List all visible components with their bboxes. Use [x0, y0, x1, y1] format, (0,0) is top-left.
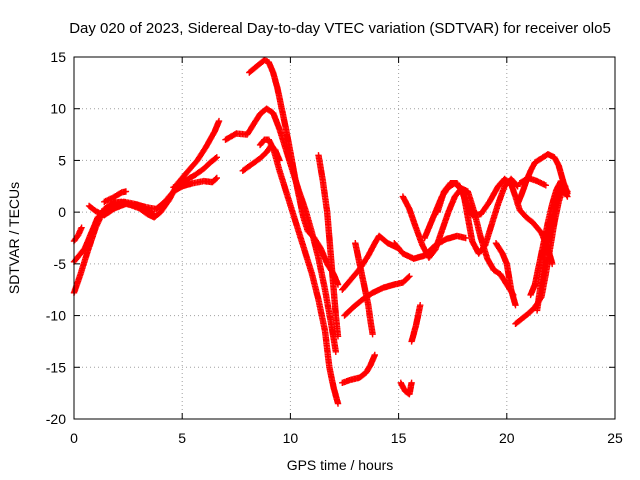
x-tick-label: 10 — [283, 430, 299, 446]
series-arc — [256, 136, 342, 407]
y-tick-label: 5 — [58, 152, 66, 168]
x-axis-label: GPS time / hours — [287, 457, 394, 473]
series-arc — [85, 200, 158, 219]
data-point-markers — [434, 175, 521, 257]
data-point-markers — [516, 174, 549, 189]
y-tick-label: 15 — [50, 49, 66, 65]
data-point-markers — [352, 240, 376, 338]
x-tick-label: 0 — [70, 430, 78, 446]
x-tick-label: 15 — [391, 430, 407, 446]
y-tick-label: -10 — [46, 308, 66, 324]
data-point-markers — [246, 56, 342, 288]
chart-title: Day 020 of 2023, Sidereal Day-to-day VTE… — [69, 20, 611, 37]
series-arc — [434, 175, 521, 257]
series-arc — [70, 224, 85, 245]
data-point-markers — [256, 136, 342, 407]
data-point-markers — [85, 200, 158, 219]
series-arc — [246, 56, 342, 288]
series-arc — [492, 240, 519, 309]
x-tick-label: 25 — [607, 430, 623, 446]
data-point-markers — [170, 154, 220, 191]
y-tick-label: -5 — [54, 256, 67, 272]
data-marks — [70, 56, 571, 407]
series-arc — [70, 174, 220, 265]
series-arc — [170, 154, 220, 191]
y-axis-label: SDTVAR / TECUs — [6, 182, 22, 294]
series-arc — [352, 240, 376, 338]
y-tick-label: 0 — [58, 204, 66, 220]
series-arc — [516, 174, 549, 189]
series-arc — [397, 379, 415, 398]
data-point-markers — [339, 351, 378, 386]
tick-layer: 0 5 10 15 20 25 15 10 5 0 -5 -10 -15 -20 — [46, 49, 623, 446]
data-point-markers — [70, 224, 85, 245]
series-arc — [533, 182, 571, 314]
data-point-markers — [70, 174, 220, 265]
y-tick-label: -15 — [46, 359, 66, 375]
data-point-markers — [315, 152, 342, 340]
series-arc — [315, 152, 342, 340]
series-arc — [101, 188, 130, 205]
series-arc — [408, 302, 424, 345]
series-arc — [339, 351, 378, 386]
data-point-markers — [533, 182, 571, 314]
data-point-markers — [492, 240, 519, 309]
x-tick-label: 5 — [178, 430, 186, 446]
grid-layer — [74, 57, 615, 419]
data-point-markers — [408, 302, 424, 345]
plot-frame — [73, 56, 616, 420]
data-point-markers — [101, 188, 130, 205]
y-tick-label: 10 — [50, 101, 66, 117]
data-point-markers — [397, 379, 415, 398]
x-tick-label: 20 — [499, 430, 515, 446]
y-tick-label: -20 — [46, 411, 66, 427]
